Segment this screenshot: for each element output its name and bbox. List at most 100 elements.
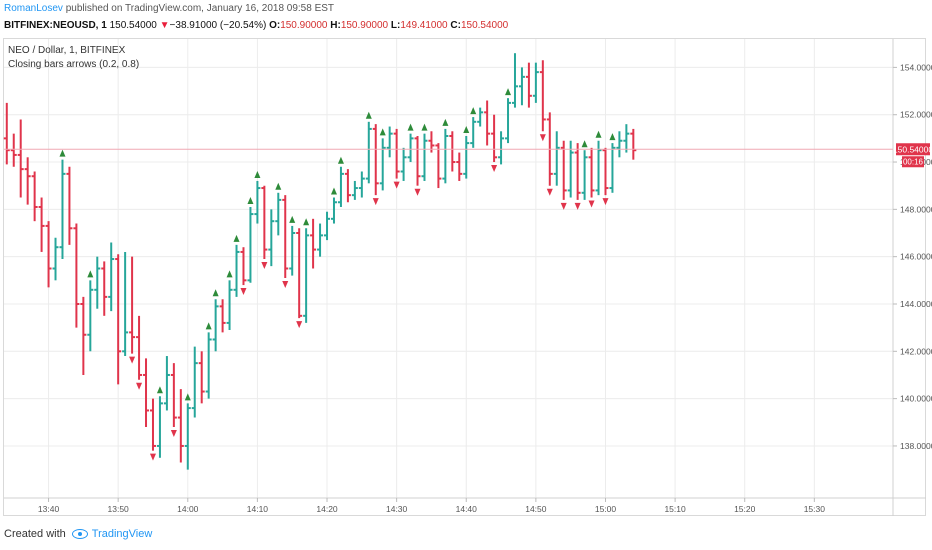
up-arrow-icon xyxy=(365,111,372,119)
tradingview-brand-link[interactable]: TradingView xyxy=(91,528,153,540)
change-value: −38.91000 (−20.54%) xyxy=(169,20,267,31)
down-arrow-icon xyxy=(588,200,595,208)
author-link[interactable]: RomanLosev xyxy=(4,3,63,14)
ohlc-bar xyxy=(226,280,233,331)
up-arrow-icon xyxy=(87,270,94,278)
symbol-ohlc-line: BITFINEX:NEOUSD, 1 150.54000 ▼−38.91000 … xyxy=(4,20,508,31)
indicator-label: Closing bars arrows (0.2, 0.8) xyxy=(8,59,140,70)
time-tick-label: 14:50 xyxy=(525,504,547,514)
indicator-arrows xyxy=(59,88,616,461)
up-arrow-icon xyxy=(470,107,477,115)
up-arrow-icon xyxy=(581,140,588,148)
down-arrow-icon xyxy=(261,262,268,270)
ohlc-bar xyxy=(191,346,198,418)
time-tick-label: 13:40 xyxy=(38,504,60,514)
down-arrow-icon xyxy=(129,356,136,364)
ohlc-bar xyxy=(379,138,386,191)
ohlc-bar xyxy=(525,62,532,108)
ohlc-bar xyxy=(567,140,574,198)
up-arrow-icon xyxy=(595,130,602,138)
up-arrow-icon xyxy=(289,215,296,223)
up-arrow-icon xyxy=(505,88,512,96)
ohlc-bar xyxy=(463,136,470,179)
ohlc-bar xyxy=(87,280,94,352)
ohlc-bar xyxy=(143,358,150,428)
low-label: L: xyxy=(390,20,401,31)
ohlc-bar xyxy=(233,244,240,297)
published-line: RomanLosev published on TradingView.com,… xyxy=(4,3,334,14)
ohlc-bar xyxy=(477,107,484,127)
ohlc-bar xyxy=(372,124,379,196)
ohlc-bar xyxy=(282,195,289,278)
up-arrow-icon xyxy=(226,270,233,278)
down-arrow-icon xyxy=(149,453,156,461)
ohlc-bar xyxy=(386,126,393,158)
ohlc-bar xyxy=(595,140,602,196)
up-arrow-icon xyxy=(407,123,414,131)
ohlc-bar xyxy=(73,223,80,328)
time-tick-label: 15:30 xyxy=(804,504,826,514)
ohlc-bar xyxy=(296,228,303,319)
last-price-line: 150.54000 00:16 xyxy=(4,143,932,168)
open-value: 150.90000 xyxy=(280,20,328,31)
ohlc-bar xyxy=(101,261,108,316)
ohlc-bar xyxy=(442,128,449,184)
ohlc-bar xyxy=(24,157,31,205)
up-arrow-icon xyxy=(303,218,310,226)
ohlc-bar xyxy=(184,403,191,470)
symbol-name: BITFINEX:NEOUSD, 1 xyxy=(4,20,107,31)
down-arrow-icon xyxy=(546,188,553,196)
up-arrow-icon xyxy=(156,386,163,394)
ohlc-bar xyxy=(330,197,337,224)
up-arrow-icon xyxy=(275,182,282,190)
countdown-badge-text: 00:16 xyxy=(903,157,924,166)
ohlc-bar xyxy=(414,136,421,186)
ohlc-bar xyxy=(616,131,623,158)
ohlc-bar xyxy=(10,133,17,167)
ohlc-bar xyxy=(498,131,505,165)
ohlc-bar xyxy=(108,242,115,312)
ohlc-bar xyxy=(156,396,163,458)
last-price: 150.54000 xyxy=(109,20,157,31)
down-arrow-icon xyxy=(282,280,289,288)
ohlc-bar xyxy=(630,128,637,160)
down-arrow-icon xyxy=(602,198,609,206)
time-tick-label: 15:20 xyxy=(734,504,756,514)
ohlc-bar xyxy=(393,128,400,179)
footer: Created with TradingView xyxy=(4,528,152,540)
ohlc-bar xyxy=(435,143,442,189)
down-arrow-icon xyxy=(393,181,400,189)
ohlc-bar xyxy=(149,398,156,451)
time-axis: 13:40 13:50 14:00 14:10 14:20 14:30 14:40 14:50… xyxy=(4,497,926,514)
up-arrow-icon xyxy=(59,149,66,157)
ohlc-bar xyxy=(581,150,588,200)
ohlc-bar xyxy=(45,221,52,288)
down-arrow-icon xyxy=(240,288,247,296)
up-arrow-icon xyxy=(609,133,616,141)
ohlc-bar xyxy=(560,140,567,200)
ohlc-bar xyxy=(268,209,275,267)
ohlc-bar xyxy=(491,114,498,163)
ohlc-bar xyxy=(337,166,344,207)
down-arrow-icon xyxy=(491,165,498,173)
time-tick-label: 14:10 xyxy=(247,504,269,514)
up-arrow-icon xyxy=(337,156,344,164)
ohlc-bar xyxy=(351,180,358,200)
ohlc-bar xyxy=(518,67,525,106)
ohlc-bar xyxy=(421,133,428,181)
down-arrow-icon xyxy=(414,188,421,196)
ohlc-bar xyxy=(254,180,261,224)
ohlc-bar xyxy=(219,299,226,333)
created-with-text: Created with xyxy=(4,528,66,540)
ohlc-bar xyxy=(31,171,38,222)
ohlc-bar xyxy=(358,171,365,198)
ohlc-bar xyxy=(484,100,491,146)
ohlc-bar xyxy=(177,389,184,463)
last-price-badge xyxy=(896,143,930,156)
ohlc-bar xyxy=(198,351,205,404)
up-arrow-icon xyxy=(463,126,470,134)
